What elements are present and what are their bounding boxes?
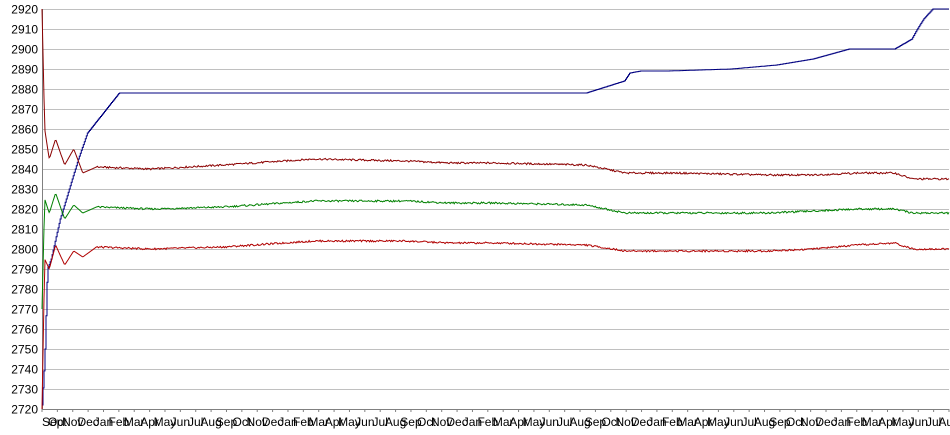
x-tick-label: Mar <box>677 415 698 429</box>
x-tick-labels: SepOctNovDecJanFebMarAprMayJunJulAugSepO… <box>42 415 950 429</box>
x-tick-label: May <box>892 415 915 429</box>
y-tick-label: 2720 <box>11 403 38 417</box>
x-tick-label: Aug <box>754 415 775 429</box>
x-tick-label: Aug <box>569 415 590 429</box>
y-tick-label: 2770 <box>11 303 38 317</box>
x-tick-label: Sep <box>400 415 422 429</box>
x-tick-label: Nov <box>800 415 821 429</box>
x-tick-label: Feb <box>477 415 498 429</box>
y-tick-label: 2820 <box>11 203 38 217</box>
x-tick-label: May <box>707 415 730 429</box>
x-tick-label: Jun <box>171 415 190 429</box>
y-tick-label: 2900 <box>11 43 38 57</box>
x-tick-label: Jan <box>463 415 482 429</box>
series-line-1 <box>42 8 949 406</box>
series-layer <box>41 8 950 410</box>
x-tick-label: Jul <box>188 415 203 429</box>
x-tick-label: Mar <box>862 415 883 429</box>
x-tick-label: Aug <box>938 415 950 429</box>
x-tick-label: Nov <box>62 415 83 429</box>
x-tick-label: Feb <box>293 415 314 429</box>
series-line-3 <box>41 193 950 310</box>
x-tick-label: Sep <box>585 415 607 429</box>
x-tick-label: Oct <box>48 415 67 429</box>
x-tick-label: Mar <box>124 415 145 429</box>
y-tick-label: 2840 <box>11 163 38 177</box>
y-tick-label: 2880 <box>11 83 38 97</box>
x-tick-label: Jun <box>724 415 743 429</box>
y-tick-label: 2860 <box>11 123 38 137</box>
y-tick-label: 2870 <box>11 103 38 117</box>
x-tick-label: Feb <box>846 415 867 429</box>
x-tick-label: Sep <box>769 415 791 429</box>
y-tick-label: 2750 <box>11 343 38 357</box>
y-tick-label: 2730 <box>11 383 38 397</box>
x-tick-label: Aug <box>200 415 221 429</box>
y-tick-label: 2850 <box>11 143 38 157</box>
y-tick-label: 2800 <box>11 243 38 257</box>
x-tick-label: Aug <box>385 415 406 429</box>
x-tick-label: Jul <box>741 415 756 429</box>
x-tick-label: Jan <box>94 415 113 429</box>
y-tick-label: 2890 <box>11 63 38 77</box>
x-tick-label: Feb <box>109 415 130 429</box>
x-tick-label: Apr <box>140 415 159 429</box>
x-tick-label: Apr <box>878 415 897 429</box>
grid-layer <box>42 9 949 410</box>
y-tick-labels: 2720 2730 2740 2750 2760 2770 2780 2790 2800 2810… <box>11 3 38 417</box>
x-tick-label: Jan <box>832 415 851 429</box>
x-tick-label: Jan <box>278 415 297 429</box>
x-tick-label: Oct <box>417 415 436 429</box>
x-tick-label: Nov <box>247 415 268 429</box>
y-tick-label: 2790 <box>11 263 38 277</box>
x-tick-label: May <box>154 415 177 429</box>
x-tick-label: Mar <box>493 415 514 429</box>
y-tick-label: 2920 <box>11 3 38 17</box>
y-tick-label: 2780 <box>11 283 38 297</box>
x-tick-label: Nov <box>615 415 636 429</box>
x-tick-label: Jul <box>557 415 572 429</box>
x-tick-label: Sep <box>42 415 64 429</box>
x-tick-label: Dec <box>815 415 836 429</box>
x-tick-label: Apr <box>509 415 528 429</box>
x-tick-label: Apr <box>325 415 344 429</box>
x-tick-label: Jul <box>373 415 388 429</box>
x-tick-label: Oct <box>233 415 252 429</box>
axis-layer <box>41 9 950 412</box>
x-tick-label: Dec <box>262 415 283 429</box>
x-tick-label: Oct <box>601 415 620 429</box>
y-tick-label: 2910 <box>11 23 38 37</box>
x-tick-label: Jun <box>355 415 374 429</box>
x-tick-label: Dec <box>631 415 652 429</box>
x-tick-label: Sep <box>216 415 238 429</box>
y-tick-label: 2760 <box>11 323 38 337</box>
x-tick-label: Jan <box>647 415 666 429</box>
y-tick-label: 2810 <box>11 223 38 237</box>
x-tick-label: Mar <box>308 415 329 429</box>
x-tick-label: Oct <box>786 415 805 429</box>
series-line-2 <box>41 8 950 181</box>
x-tick-label: Jun <box>540 415 559 429</box>
y-tick-label: 2740 <box>11 363 38 377</box>
x-tick-label: May <box>523 415 546 429</box>
x-tick-label: Jul <box>926 415 941 429</box>
x-tick-label: Dec <box>77 415 98 429</box>
x-tick-label: Jun <box>909 415 928 429</box>
y-tick-label: 2830 <box>11 183 38 197</box>
x-tick-label: Dec <box>446 415 467 429</box>
series-line-4 <box>41 239 950 410</box>
x-tick-label: Nov <box>431 415 452 429</box>
x-tick-label: Feb <box>662 415 683 429</box>
x-tick-label: May <box>338 415 361 429</box>
x-tick-label: Apr <box>694 415 713 429</box>
